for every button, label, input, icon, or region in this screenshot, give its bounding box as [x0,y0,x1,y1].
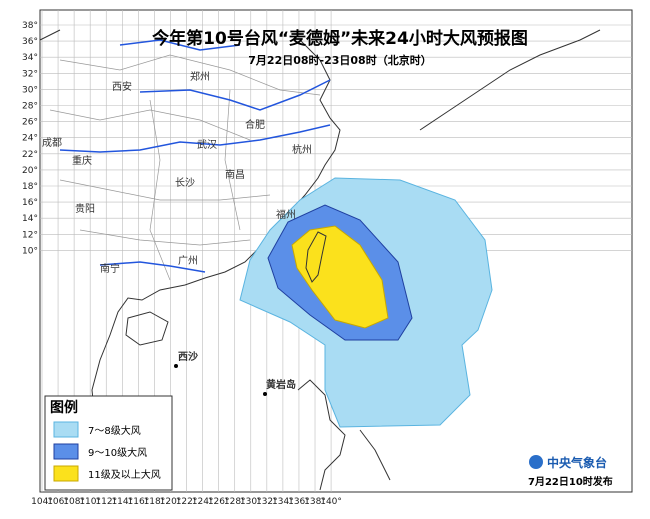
legend-label: 11级及以上大风 [88,468,161,481]
hainan [125,311,169,346]
place-dot [174,364,178,368]
lon-label: 136° [288,497,310,507]
lat-label: 22° [22,150,38,160]
issued-time: 7月22日10时发布 [528,475,613,488]
taiwan [305,231,327,283]
lon-label: 134° [272,497,294,507]
lat-label: 26° [22,118,38,128]
lat-label: 30° [22,85,38,95]
land-features [39,29,601,491]
place-label: 贵阳 [75,202,95,215]
lon-label: 104° [31,497,53,507]
place-dots [174,364,267,396]
lon-label: 116° [128,497,150,507]
japan [419,29,601,131]
lon-label: 110° [79,497,101,507]
legend-swatch [53,421,79,438]
lat-label: 24° [22,134,38,144]
lon-label: 126° [208,497,230,507]
legend-label: 9～10级大风 [88,446,147,459]
title: 今年第10号台风“麦德姆”未来24小时大风预报图 [152,28,528,49]
lon-label: 138° [304,497,326,507]
subtitle: 7月22日08时-23日08时（北京时） [248,53,431,67]
lon-label: 106° [47,497,69,507]
place-label: 西安 [112,80,132,93]
legend: 图例 7～8级大风 9～10级大风 11级及以上大风 [44,395,173,491]
place-label: 杭州 [292,143,312,156]
zone-11 [291,225,389,329]
place-label: 武汉 [197,138,217,151]
agency-logo [529,455,543,469]
lon-label: 122° [176,497,198,507]
legend-swatch [53,465,79,482]
graticule: 104°106°108°110°112°114°116°118°120°122°… [22,10,632,507]
philippines [297,379,391,491]
province-borders [49,54,321,281]
lon-label: 120° [160,497,182,507]
lat-label: 14° [22,214,38,224]
lat-label: 18° [22,182,38,192]
rivers [59,39,331,273]
lon-label: 130° [240,497,262,507]
lat-label: 32° [22,69,38,79]
lon-label: 114° [111,497,133,507]
wind-zones [239,177,493,428]
coastline [91,117,341,491]
place-label: 南昌 [225,168,245,181]
lat-label: 34° [22,53,38,63]
places: 西安 郑州 合肥 成都 武汉 重庆 长沙 南昌 杭州 福州 贵阳 南宁 广州 西… [42,70,312,391]
lat-label: 36° [22,37,38,47]
lon-label: 128° [224,497,246,507]
place-label: 郑州 [190,70,210,83]
place-label: 西沙 [178,351,198,363]
lon-label: 118° [144,497,166,507]
place-label: 福州 [276,208,296,221]
lon-label: 140° [320,497,342,507]
lat-label: 12° [22,230,38,240]
place-label: 成都 [42,137,62,149]
lon-label: 108° [63,497,85,507]
place-dot [263,392,267,396]
lat-label: 10° [22,246,38,256]
legend-label: 7～8级大风 [88,424,141,437]
lat-label: 20° [22,166,38,176]
place-label: 广州 [178,255,198,267]
lat-label: 16° [22,198,38,208]
place-label: 黄岩岛 [266,378,296,391]
place-label: 重庆 [72,154,92,167]
place-label: 南宁 [100,262,120,275]
lon-label: 112° [95,497,117,507]
lat-label: 28° [22,102,38,112]
place-label: 长沙 [175,177,195,189]
agency: 中央气象台 [547,455,607,470]
legend-swatch [53,443,79,460]
lon-label: 132° [256,497,278,507]
lon-label: 124° [192,497,214,507]
lat-label: 38° [22,21,38,31]
legend-title: 图例 [50,399,78,416]
place-label: 合肥 [245,118,265,131]
